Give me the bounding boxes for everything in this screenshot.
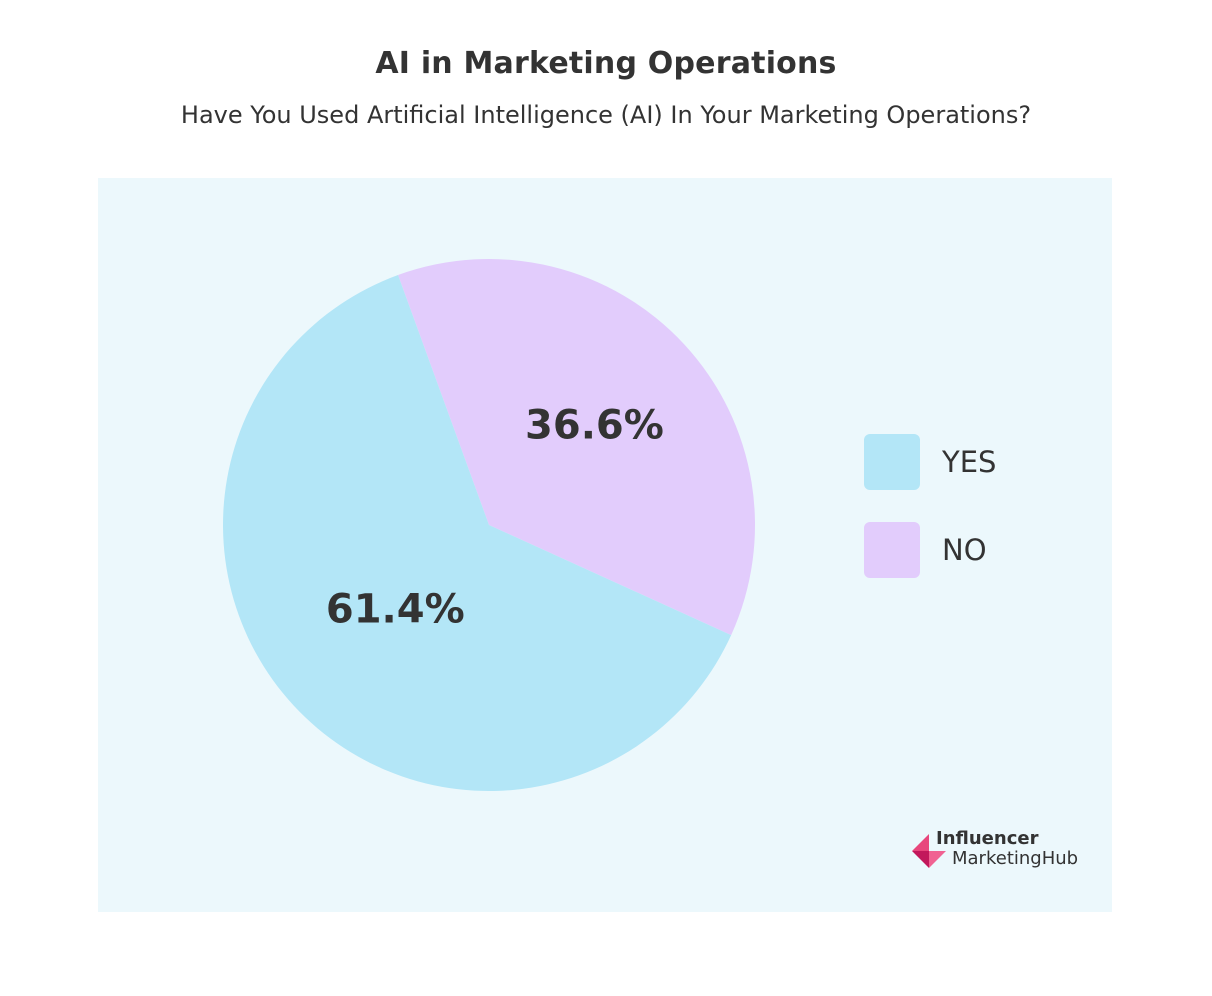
legend-label-yes: YES	[942, 445, 997, 479]
pie-chart: 36.6% 61.4%	[223, 259, 755, 791]
chart-title: AI in Marketing Operations	[375, 46, 837, 81]
legend-swatch-no	[864, 522, 920, 578]
pie-slice-yes	[223, 275, 732, 791]
logo-text-line1: Influencer	[936, 828, 1039, 849]
pie-label-yes: 61.4%	[326, 587, 465, 633]
pie-label-no: 36.6%	[525, 402, 664, 448]
chart-panel: 36.6% 61.4% YES NO Influencer MarketingHu…	[98, 178, 1112, 912]
chart-subtitle: Have You Used Artificial Intelligence (A…	[180, 101, 1032, 129]
brand-logo: Influencer MarketingHub	[912, 828, 1092, 874]
legend-label-no: NO	[942, 533, 987, 567]
pie-slice-no	[398, 259, 755, 636]
legend-swatch-yes	[864, 434, 920, 490]
logo-text-line2: MarketingHub	[952, 848, 1079, 869]
influencer-marketing-hub-logo-icon	[912, 834, 946, 868]
